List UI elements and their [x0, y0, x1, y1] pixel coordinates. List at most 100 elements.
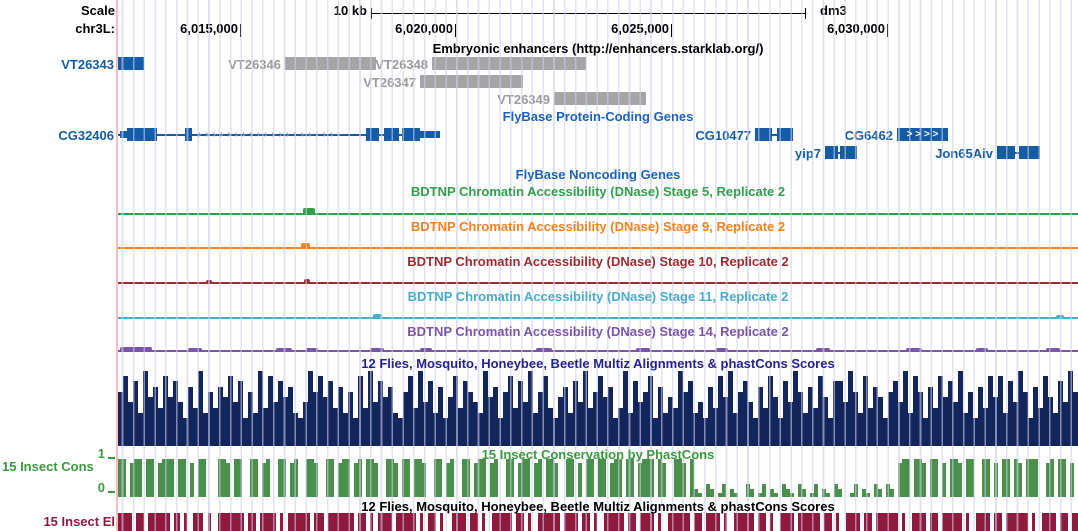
element-block: [174, 513, 180, 531]
element-block: [280, 513, 283, 531]
histogram-bar: [774, 493, 778, 497]
histogram-bar: [254, 459, 258, 497]
histogram-bar: [294, 459, 298, 497]
multiz-repeat-title: 12 Flies, Mosquito, Honeybee, Beetle Mul…: [361, 499, 835, 514]
element-block: [288, 513, 310, 531]
element-block: [836, 513, 839, 531]
histogram-bar: [150, 459, 154, 497]
element-block: [528, 513, 531, 531]
gene-exon[interactable]: [185, 128, 192, 141]
element-block: [668, 513, 690, 531]
signal-baseline[interactable]: [118, 247, 1078, 249]
histogram-bar: [814, 484, 818, 497]
histogram-bar: [1073, 392, 1078, 446]
element-block: [260, 513, 276, 531]
histogram-bar: [570, 459, 574, 497]
histogram-bar: [986, 459, 990, 497]
element-block: [314, 513, 324, 531]
histogram-bar: [578, 463, 582, 497]
element-block: [994, 513, 1002, 531]
gene-utr[interactable]: [120, 131, 127, 138]
histogram-bar: [826, 493, 830, 497]
elements-track-label[interactable]: 15 Insect El: [43, 514, 115, 529]
coordinate-label: 6,030,000: [827, 21, 885, 36]
phastcons-histogram[interactable]: [118, 459, 1078, 497]
histogram-bar: [710, 489, 714, 497]
gene-exon[interactable]: [1019, 146, 1040, 159]
element-block: [724, 513, 727, 531]
histogram-bar: [750, 489, 754, 497]
element-block: [420, 513, 423, 531]
signal-baseline[interactable]: [118, 317, 1078, 319]
plot-area[interactable]: Embryonic enhancers (http://enhancers.st…: [58, 0, 1078, 531]
multiz-histogram[interactable]: [118, 371, 1078, 446]
element-block: [482, 513, 485, 531]
signal-peak: [816, 348, 830, 350]
gene-exon[interactable]: [384, 128, 399, 141]
gene-exon[interactable]: [825, 146, 838, 159]
histogram-bar: [662, 463, 666, 497]
bdtnp-stage5-title: BDTNP Chromatin Accessibility (DNase) St…: [410, 184, 786, 199]
gene-exon[interactable]: [366, 128, 379, 141]
enhancer-box[interactable]: [420, 75, 523, 88]
element-block: [694, 513, 702, 531]
histogram-bar: [1018, 463, 1022, 497]
gene-utr[interactable]: [420, 131, 440, 138]
element-block: [193, 513, 203, 531]
element-block: [758, 513, 766, 531]
histogram-bar: [554, 463, 558, 497]
histogram-bar: [866, 493, 870, 497]
histogram-bar: [406, 459, 410, 497]
gene-exon[interactable]: [127, 128, 157, 141]
element-block: [378, 513, 392, 531]
axis-tick: [108, 491, 115, 493]
gene-exon[interactable]: [402, 128, 420, 141]
gene-exon[interactable]: [997, 146, 1015, 159]
scale-bar-line: [371, 13, 805, 14]
element-block: [328, 513, 354, 531]
element-block: [912, 513, 926, 531]
cursor-guideline: [116, 0, 118, 531]
gene-label: CG32406: [58, 128, 114, 143]
enhancer-box[interactable]: [432, 57, 586, 70]
element-block: [452, 513, 466, 531]
gene-direction-arrows: ››››››››››››››››››››: [198, 129, 345, 140]
multiz-track-title: 12 Flies, Mosquito, Honeybee, Beetle Mul…: [361, 356, 835, 371]
y-axis-min: 0: [0, 480, 115, 495]
signal-peak: [636, 348, 650, 350]
histogram-bar: [238, 459, 242, 497]
bdtnp-stage9-title: BDTNP Chromatin Accessibility (DNase) St…: [410, 219, 786, 234]
coordinate-tick: [240, 24, 241, 37]
scale-bar-end-tick: [371, 8, 372, 19]
coordinate-label: 6,020,000: [395, 21, 453, 36]
signal-baseline[interactable]: [118, 213, 1078, 215]
histogram-bar: [422, 463, 426, 497]
element-block: [470, 513, 478, 531]
element-block: [184, 513, 187, 531]
coordinate-tick: [455, 24, 456, 37]
signal-baseline[interactable]: [118, 350, 1078, 352]
enhancer-label: VT26349: [497, 92, 550, 107]
histogram-bar: [510, 459, 514, 497]
histogram-bar: [1050, 459, 1054, 497]
signal-baseline[interactable]: [118, 282, 1078, 284]
signal-peak: [206, 280, 212, 282]
element-block: [440, 513, 443, 531]
elements-track[interactable]: [118, 513, 1078, 531]
histogram-bar: [358, 459, 362, 497]
coding-genes-title: FlyBase Protein-Coding Genes: [502, 109, 694, 124]
enhancer-box[interactable]: [554, 92, 646, 105]
element-block: [370, 513, 373, 531]
histogram-bar: [346, 459, 350, 497]
phastcons-track-label[interactable]: 15 Insect Cons: [2, 459, 94, 474]
element-block: [706, 513, 720, 531]
histogram-bar: [330, 459, 334, 497]
element-block: [864, 513, 872, 531]
element-block: [966, 513, 969, 531]
histogram-bar: [482, 459, 486, 497]
element-block: [358, 513, 366, 531]
y-axis-max-value: 1: [97, 446, 105, 461]
element-block: [136, 513, 144, 531]
element-block: [976, 513, 990, 531]
histogram-bar: [466, 459, 470, 497]
